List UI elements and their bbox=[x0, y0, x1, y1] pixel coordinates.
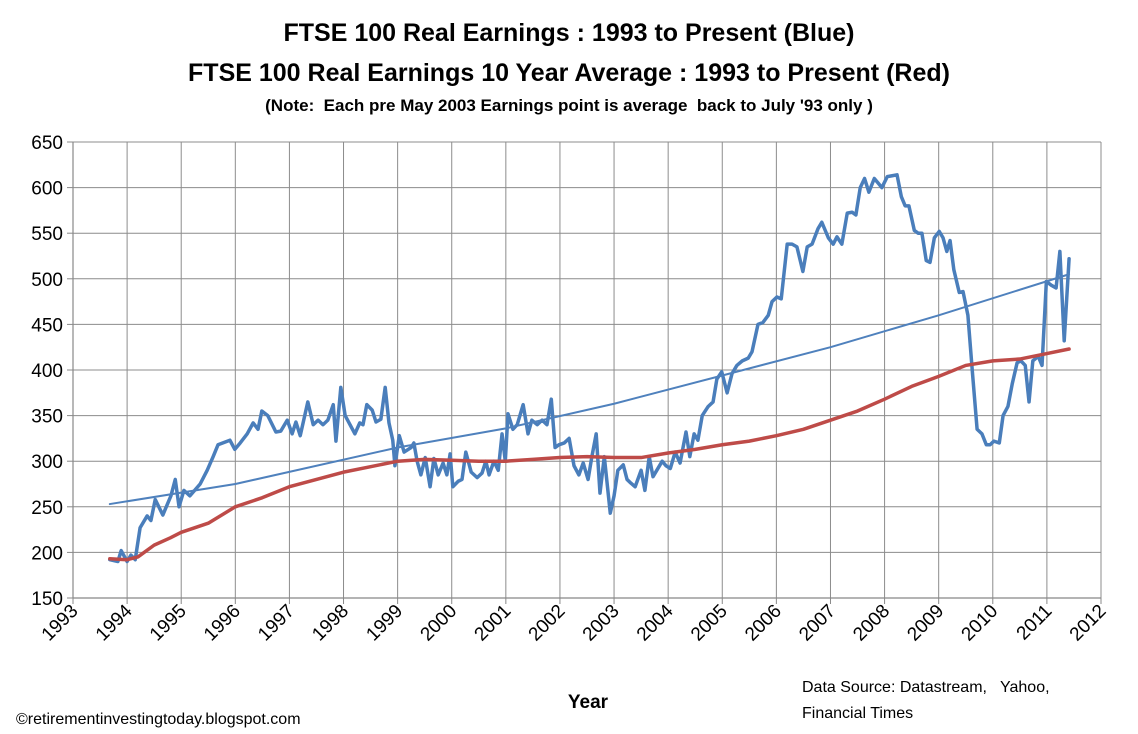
credit: ©retirementinvestingtoday.blogspot.com bbox=[16, 711, 301, 728]
x-axis-label: Year bbox=[568, 692, 609, 713]
plot-area bbox=[108, 173, 1071, 564]
y-tick-label: 200 bbox=[31, 543, 63, 564]
y-tick-label: 550 bbox=[31, 224, 63, 245]
y-tick-label: 250 bbox=[31, 498, 63, 519]
y-tick-label: 300 bbox=[31, 452, 63, 473]
y-tick-label: 400 bbox=[31, 361, 63, 382]
y-tick-label: 650 bbox=[31, 133, 63, 154]
chart-subtitle: FTSE 100 Real Earnings 10 Year Average :… bbox=[188, 59, 950, 87]
data-line bbox=[108, 347, 1071, 562]
y-tick-label: 500 bbox=[31, 270, 63, 291]
source-line: Financial Times bbox=[802, 705, 913, 722]
chart-title: FTSE 100 Real Earnings : 1993 to Present… bbox=[283, 19, 854, 47]
y-tick-label: 450 bbox=[31, 315, 63, 336]
data-line bbox=[108, 273, 1071, 506]
chart-note: (Note: Each pre May 2003 Earnings point … bbox=[265, 96, 873, 115]
y-tick-label: 150 bbox=[31, 589, 63, 610]
y-tick-label: 350 bbox=[31, 407, 63, 428]
y-tick-label: 600 bbox=[31, 179, 63, 200]
source-line: Data Source: Datastream, Yahoo, bbox=[802, 679, 1050, 696]
